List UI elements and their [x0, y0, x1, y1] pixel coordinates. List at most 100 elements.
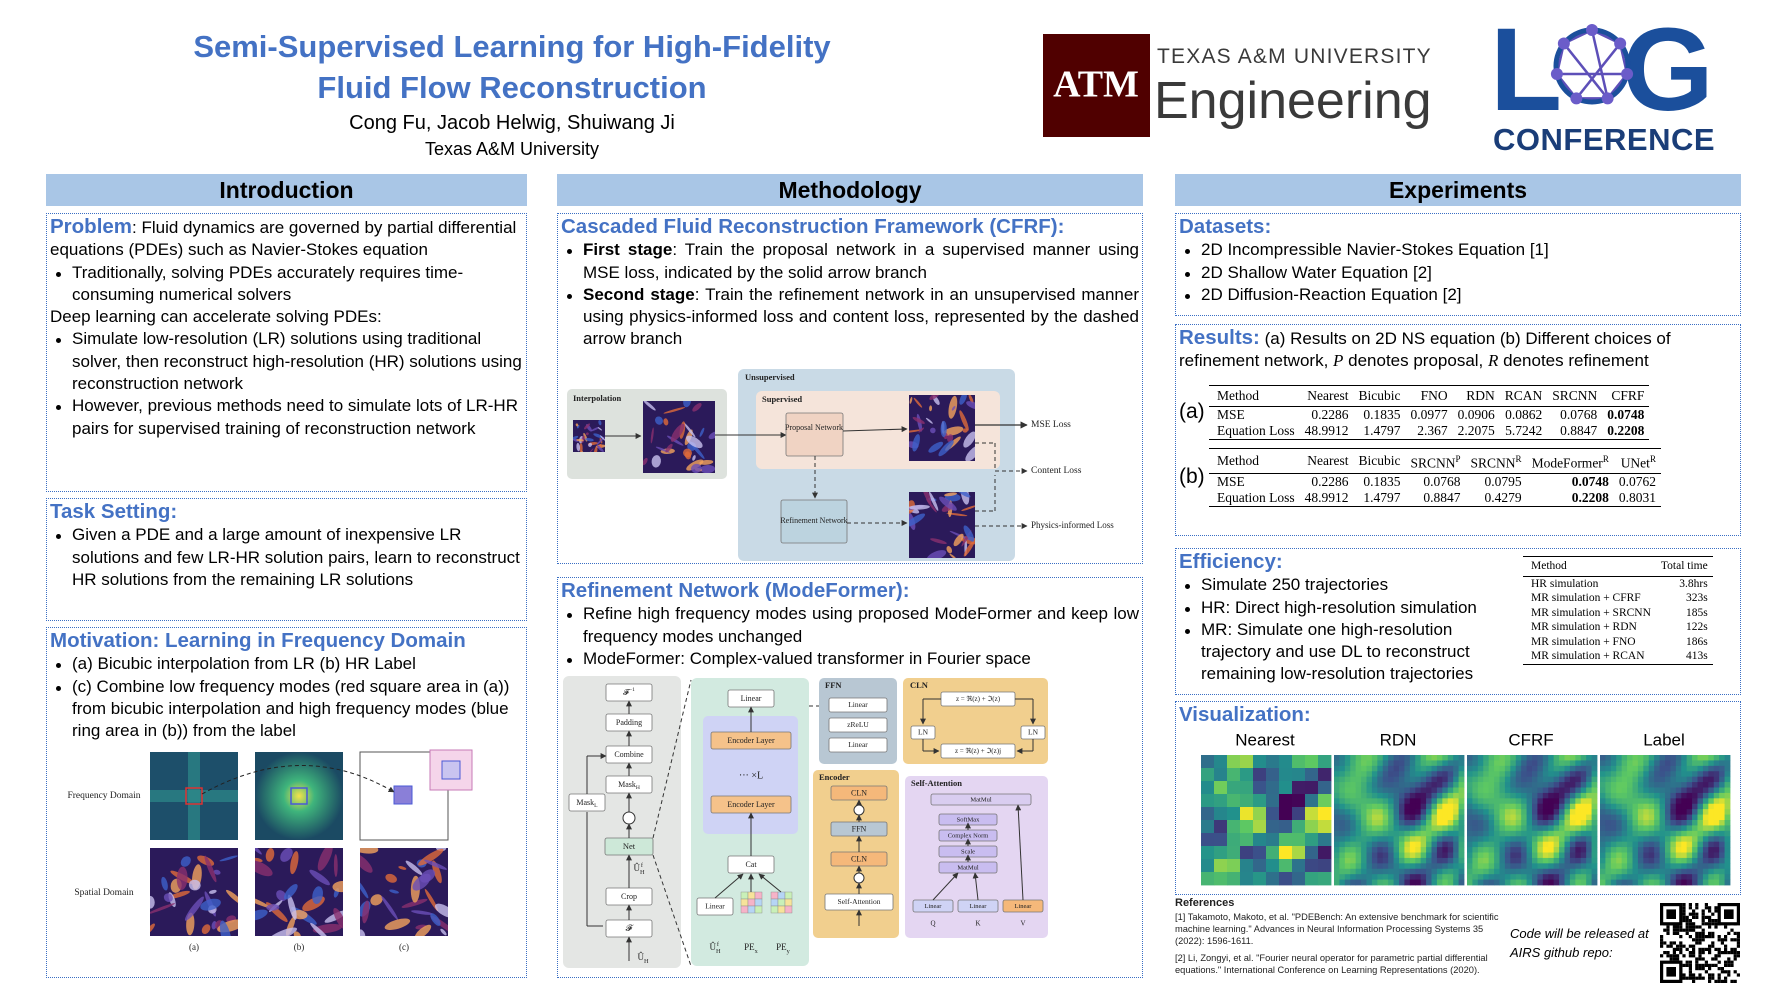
heat-cell: [1580, 874, 1587, 881]
fluid-swirl: [149, 896, 155, 910]
lead-text: denotes refinement: [1498, 351, 1649, 371]
figure-label: z = ℜ(z) + ℑ(z)j: [954, 747, 1000, 755]
heat-cell: [1388, 820, 1394, 827]
heat-cell: [1366, 809, 1373, 816]
heat-cell: [1371, 825, 1378, 832]
heat-cell: [1334, 879, 1340, 886]
heat-cell: [1436, 804, 1443, 810]
heat-cell: [1526, 809, 1533, 816]
heat-cell: [1521, 766, 1527, 772]
heat-cell: [1388, 782, 1394, 789]
heat-cell: [1600, 863, 1606, 870]
qr-module: [1688, 967, 1692, 971]
heat-cell: [1537, 771, 1544, 778]
heat-cell: [1404, 804, 1411, 810]
label-sub: H: [635, 785, 639, 791]
fluid-bg: [909, 491, 975, 558]
table-wrap: Method Total time HR simulation 3.8hrs MR si…: [1523, 556, 1713, 665]
heat-cell: [1409, 858, 1416, 865]
heat-cell: [1553, 782, 1560, 789]
heat-cell: [1575, 776, 1582, 783]
heat-cell: [1675, 760, 1682, 767]
heat-cell: [1692, 852, 1698, 859]
heat-cell: [1648, 814, 1655, 821]
heat-cell: [1681, 879, 1688, 886]
heat-cell: [1692, 831, 1698, 837]
heat-cell: [1214, 807, 1228, 821]
fluid-swirl: [293, 931, 301, 937]
cell-text: ModeFormer: [1531, 455, 1603, 471]
figure-box: [940, 743, 1015, 759]
heat-cell: [1361, 863, 1367, 870]
heat-cell: [1681, 804, 1688, 810]
heat-cell: [1708, 809, 1715, 816]
heat-cell: [1334, 809, 1340, 816]
heat-cell: [1431, 787, 1438, 794]
heat-cell: [1442, 836, 1449, 843]
heat-cell: [1616, 771, 1623, 778]
heat-cell: [1488, 760, 1495, 767]
heat-cell: [1510, 809, 1517, 816]
heat-cell: [1292, 755, 1306, 769]
heat-cell: [1483, 755, 1490, 762]
fluid-swirl: [925, 417, 933, 424]
heat-cell: [1420, 814, 1427, 821]
heat-cell: [1600, 809, 1606, 816]
qr-module: [1672, 954, 1676, 958]
heat-cell: [1719, 793, 1725, 800]
bullet-item: Refine high frequency modes using propos…: [561, 603, 1139, 648]
heat-cell: [1442, 825, 1449, 832]
heat-cell: [1564, 869, 1571, 875]
heat-cell: [1361, 879, 1367, 886]
table-header: RDN: [1452, 385, 1500, 407]
heat-cell: [1564, 879, 1571, 886]
heat-cell: [1559, 831, 1565, 837]
heat-cell: [1559, 766, 1565, 772]
figure-arrow: [842, 425, 908, 432]
heat-cell: [1355, 820, 1362, 827]
heat-cell: [1488, 755, 1495, 762]
qr-module: [1695, 912, 1699, 916]
heat-cell: [1665, 804, 1671, 810]
heat-cell: [1515, 841, 1522, 848]
heat-cell: [1616, 820, 1623, 827]
heat-cell: [1564, 755, 1571, 762]
table-cell: 0.8847: [1560, 422, 1598, 438]
heat-cell: [1600, 782, 1606, 789]
heat-cell: [1366, 782, 1373, 789]
qr-module: [1688, 973, 1692, 977]
item-text: ModeFormer: Complex-valued transformer i…: [583, 648, 1031, 668]
figure-label: Complex Norm: [947, 833, 988, 840]
heat-cell: [1665, 771, 1671, 778]
qr-module: [1733, 951, 1737, 955]
heat-cell: [1404, 831, 1411, 837]
heat-cell: [1708, 847, 1715, 854]
pe-cell: [754, 891, 762, 900]
heat-cell: [1388, 869, 1394, 875]
heat-cell: [1371, 841, 1378, 848]
heat-cell: [1453, 825, 1459, 832]
heat-cell: [1279, 781, 1293, 795]
heat-cell: [1442, 809, 1449, 816]
heat-cell: [1227, 768, 1241, 782]
heat-cell: [1643, 804, 1650, 810]
box-heading: Results: (a) Results on 2D NS equation (…: [1179, 326, 1737, 373]
heat-cell: [1575, 825, 1582, 832]
table-label: (a): [1179, 399, 1205, 423]
heat-cell: [1442, 841, 1449, 848]
heat-cell: [1420, 831, 1427, 837]
heat-cell: [1499, 782, 1506, 789]
heat-cell: [1344, 863, 1351, 870]
heat-cell: [1586, 874, 1592, 881]
heat-cell: [1621, 852, 1628, 859]
table-header: Method: [1523, 556, 1656, 577]
heat-cell: [1409, 825, 1416, 832]
table-cell: 413s: [1685, 650, 1708, 663]
heat-cell: [1510, 825, 1517, 832]
qr-module: [1724, 944, 1728, 948]
heat-cell: [1670, 771, 1677, 778]
heat-cell: [1632, 820, 1639, 827]
heat-cell: [1564, 874, 1571, 881]
heat-cell: [1483, 793, 1490, 800]
qr-module: [1692, 954, 1696, 958]
